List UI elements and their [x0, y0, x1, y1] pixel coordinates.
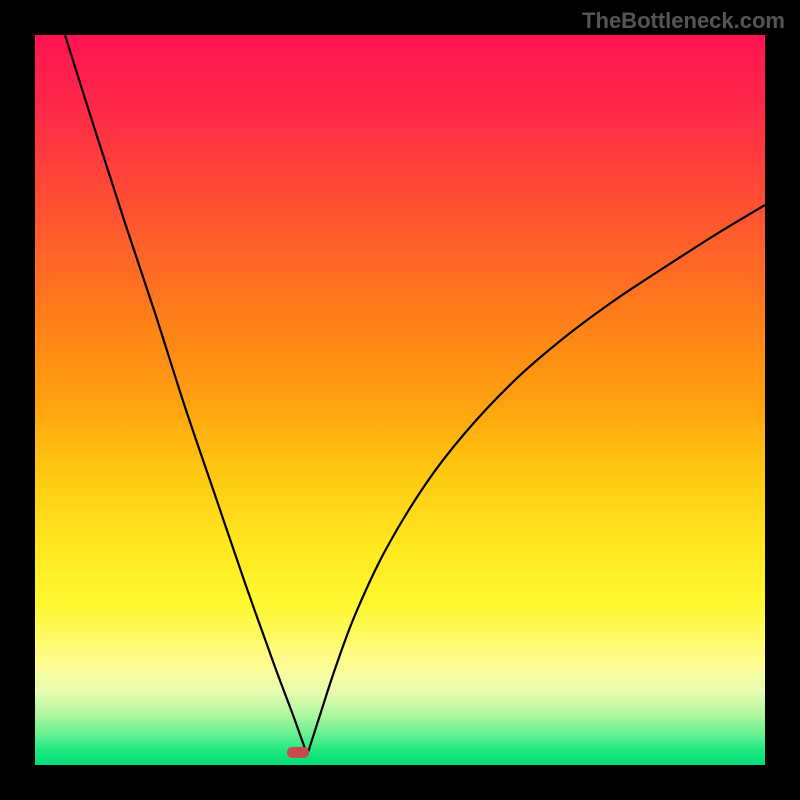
plot-area — [35, 35, 765, 765]
watermark-text: TheBottleneck.com — [582, 8, 785, 34]
optimal-point-marker — [287, 747, 309, 758]
bottleneck-curve — [35, 35, 765, 765]
